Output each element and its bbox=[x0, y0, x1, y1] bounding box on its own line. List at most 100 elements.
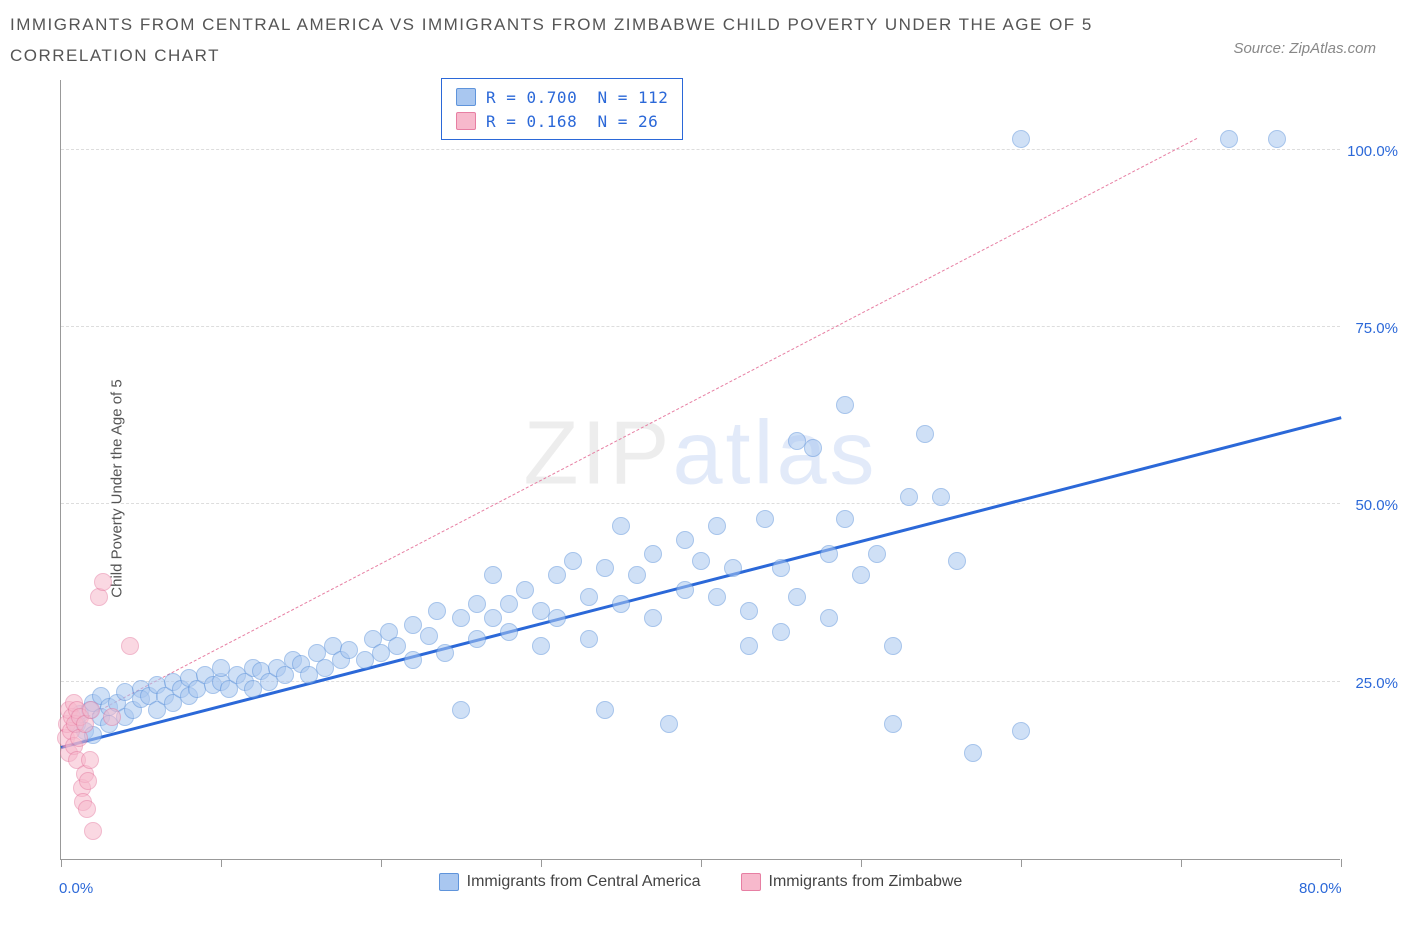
source-label: Source: ZipAtlas.com bbox=[1233, 40, 1376, 57]
scatter-point bbox=[916, 425, 934, 443]
scatter-point bbox=[452, 609, 470, 627]
scatter-point bbox=[500, 623, 518, 641]
scatter-point bbox=[820, 545, 838, 563]
plot-area: ZIPatlas R = 0.700 N = 112 R = 0.168 N = … bbox=[60, 80, 1340, 860]
legend-swatch bbox=[456, 88, 476, 106]
scatter-point bbox=[852, 566, 870, 584]
x-tick bbox=[861, 859, 862, 867]
scatter-point bbox=[79, 772, 97, 790]
scatter-point bbox=[708, 588, 726, 606]
scatter-point bbox=[500, 595, 518, 613]
scatter-point bbox=[676, 581, 694, 599]
x-tick bbox=[1021, 859, 1022, 867]
x-tick bbox=[541, 859, 542, 867]
scatter-point bbox=[404, 651, 422, 669]
y-tick-label: 50.0% bbox=[1355, 497, 1398, 514]
scatter-point bbox=[836, 396, 854, 414]
scatter-point bbox=[868, 545, 886, 563]
legend-r: R = 0.700 N = 112 bbox=[486, 88, 668, 107]
x-tick-label: 0.0% bbox=[59, 880, 93, 897]
trend-line bbox=[61, 416, 1342, 749]
scatter-point bbox=[628, 566, 646, 584]
scatter-point bbox=[78, 800, 96, 818]
watermark-zip: ZIP bbox=[523, 403, 672, 503]
scatter-point bbox=[596, 559, 614, 577]
scatter-point bbox=[596, 701, 614, 719]
chart-title: IMMIGRANTS FROM CENTRAL AMERICA VS IMMIG… bbox=[10, 10, 1130, 71]
scatter-point bbox=[804, 439, 822, 457]
scatter-point bbox=[884, 637, 902, 655]
scatter-point bbox=[932, 488, 950, 506]
scatter-point bbox=[484, 566, 502, 584]
scatter-point bbox=[420, 627, 438, 645]
scatter-point bbox=[756, 510, 774, 528]
scatter-point bbox=[580, 630, 598, 648]
scatter-point bbox=[724, 559, 742, 577]
x-tick bbox=[701, 859, 702, 867]
scatter-point bbox=[428, 602, 446, 620]
series-legend-label: Immigrants from Central America bbox=[467, 873, 701, 891]
scatter-point bbox=[708, 517, 726, 535]
chart-container: Child Poverty Under the Age of 5 ZIPatla… bbox=[18, 80, 1388, 890]
x-tick bbox=[381, 859, 382, 867]
legend-swatch bbox=[439, 873, 459, 891]
scatter-point bbox=[772, 623, 790, 641]
scatter-point bbox=[340, 641, 358, 659]
scatter-point bbox=[772, 559, 790, 577]
legend-row: R = 0.700 N = 112 bbox=[456, 85, 668, 109]
scatter-point bbox=[740, 602, 758, 620]
scatter-point bbox=[644, 609, 662, 627]
x-tick bbox=[221, 859, 222, 867]
scatter-point bbox=[484, 609, 502, 627]
scatter-point bbox=[612, 517, 630, 535]
scatter-point bbox=[580, 588, 598, 606]
scatter-point bbox=[660, 715, 678, 733]
watermark: ZIPatlas bbox=[523, 402, 877, 505]
y-tick-label: 100.0% bbox=[1347, 143, 1398, 160]
scatter-point bbox=[788, 588, 806, 606]
scatter-point bbox=[884, 715, 902, 733]
legend-row: R = 0.168 N = 26 bbox=[456, 109, 668, 133]
scatter-point bbox=[84, 822, 102, 840]
scatter-point bbox=[532, 637, 550, 655]
scatter-point bbox=[548, 566, 566, 584]
scatter-point bbox=[948, 552, 966, 570]
scatter-point bbox=[103, 708, 121, 726]
scatter-point bbox=[468, 595, 486, 613]
scatter-point bbox=[964, 744, 982, 762]
scatter-point bbox=[548, 609, 566, 627]
scatter-point bbox=[900, 488, 918, 506]
x-tick bbox=[1181, 859, 1182, 867]
series-legend-item: Immigrants from Zimbabwe bbox=[741, 873, 963, 891]
legend-swatch bbox=[741, 873, 761, 891]
gridline bbox=[61, 149, 1340, 150]
scatter-point bbox=[692, 552, 710, 570]
scatter-point bbox=[82, 701, 100, 719]
scatter-point bbox=[436, 644, 454, 662]
scatter-point bbox=[468, 630, 486, 648]
scatter-point bbox=[612, 595, 630, 613]
watermark-atlas: atlas bbox=[672, 403, 877, 503]
scatter-point bbox=[1220, 130, 1238, 148]
scatter-point bbox=[516, 581, 534, 599]
x-tick-label: 80.0% bbox=[1299, 880, 1342, 897]
scatter-point bbox=[1012, 722, 1030, 740]
legend-r: R = 0.168 N = 26 bbox=[486, 112, 658, 131]
scatter-point bbox=[404, 616, 422, 634]
series-legend-label: Immigrants from Zimbabwe bbox=[769, 873, 963, 891]
legend-swatch bbox=[456, 112, 476, 130]
scatter-point bbox=[1268, 130, 1286, 148]
scatter-point bbox=[644, 545, 662, 563]
scatter-point bbox=[740, 637, 758, 655]
y-tick-label: 25.0% bbox=[1355, 675, 1398, 692]
scatter-point bbox=[564, 552, 582, 570]
scatter-point bbox=[121, 637, 139, 655]
scatter-point bbox=[676, 531, 694, 549]
series-legend-item: Immigrants from Central America bbox=[439, 873, 701, 891]
scatter-point bbox=[1012, 130, 1030, 148]
scatter-point bbox=[81, 751, 99, 769]
trend-line bbox=[61, 138, 1197, 731]
gridline bbox=[61, 503, 1340, 504]
series-legend: Immigrants from Central America Immigrant… bbox=[61, 873, 1340, 891]
scatter-point bbox=[452, 701, 470, 719]
